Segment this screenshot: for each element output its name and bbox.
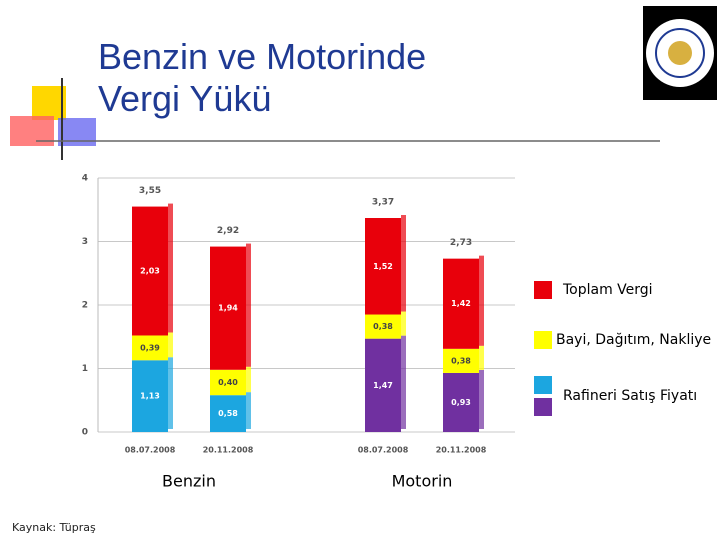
logo [655, 28, 705, 78]
bar-side [401, 335, 406, 429]
bar-segment [365, 218, 401, 315]
bar-segment [365, 338, 401, 432]
data-label: 2,03 [140, 267, 160, 276]
y-tick-label: 0 [82, 428, 88, 438]
bar-side [479, 255, 484, 346]
y-tick-label: 1 [82, 364, 88, 374]
data-label: 0,38 [373, 322, 393, 331]
bar-segment [210, 246, 246, 370]
x-tick-label: 08.07.2008 [125, 446, 176, 455]
legend-swatch [534, 331, 552, 349]
bar-side [168, 332, 173, 358]
legend-swatch [534, 281, 552, 299]
x-tick-label: 08.07.2008 [358, 446, 409, 455]
data-label: 1,47 [373, 381, 393, 390]
bar-side [168, 203, 173, 333]
legend-label: Toplam Vergi [562, 282, 653, 298]
group-label: Motorin [392, 472, 453, 491]
bar-segment [365, 314, 401, 339]
legend-swatch [534, 376, 552, 394]
bar-segment [443, 372, 479, 432]
data-label: 1,52 [373, 262, 393, 271]
bar-segment [132, 335, 168, 361]
legend-label: Rafineri Satış Fiyatı [563, 388, 697, 404]
legend-swatch [534, 398, 552, 416]
data-label: 0,58 [218, 409, 238, 418]
bar-side [246, 366, 251, 393]
logo [668, 41, 692, 65]
data-label: 1,42 [451, 299, 471, 308]
deco-square [58, 118, 96, 146]
bar-segment [443, 348, 479, 373]
total-label: 3,55 [139, 186, 161, 196]
bar-segment [443, 258, 479, 349]
total-label: 3,37 [372, 198, 394, 208]
data-label: 1,13 [140, 392, 160, 401]
data-label: 0,39 [140, 343, 160, 352]
data-label: 0,38 [451, 356, 471, 365]
y-tick-label: 2 [82, 301, 88, 311]
bar-segment [132, 206, 168, 336]
bar-side [401, 215, 406, 312]
bar-segment [210, 395, 246, 432]
slide-title: Benzin ve Motorinde Vergi Yükü [98, 36, 427, 119]
data-label: 1,94 [218, 304, 238, 313]
data-label: 0,40 [218, 378, 238, 387]
source: Kaynak: Tüpraş [12, 521, 96, 534]
bar-side [168, 357, 173, 429]
deco-square [32, 86, 66, 120]
y-tick-label: 4 [82, 174, 88, 184]
bar-side [401, 311, 406, 336]
group-label: Benzin [162, 472, 216, 491]
total-label: 2,92 [217, 226, 239, 236]
legend-label: Bayi, Dağıtım, Nakliye [556, 332, 711, 348]
bar-side [479, 369, 484, 429]
x-tick-label: 20.11.2008 [203, 446, 254, 455]
y-tick-label: 3 [82, 237, 88, 247]
bar-side [246, 392, 251, 429]
data-label: 0,93 [451, 398, 471, 407]
total-label: 2,73 [450, 238, 472, 248]
bar-segment [132, 360, 168, 432]
bar-side [479, 345, 484, 370]
bar-segment [210, 369, 246, 396]
x-tick-label: 20.11.2008 [436, 446, 487, 455]
bar-side [246, 243, 251, 367]
